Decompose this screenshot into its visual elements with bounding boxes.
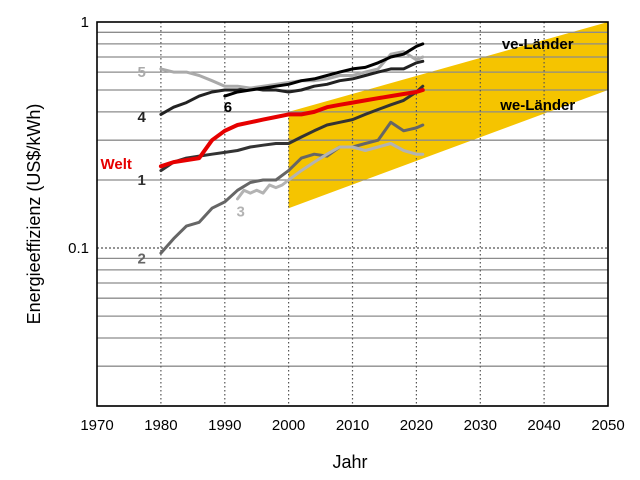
- band-label: ve-Länder: [502, 36, 574, 53]
- series-line-6: [223, 42, 425, 98]
- band-label: we-Länder: [499, 97, 575, 114]
- series-line-1: [159, 84, 425, 173]
- x-tick-label: 2030: [464, 417, 497, 434]
- series-label-1: 1: [138, 172, 146, 189]
- x-axis-title: Jahr: [332, 452, 367, 472]
- x-tick-label: 1980: [144, 417, 177, 434]
- series-layer: [158, 42, 425, 255]
- x-tick-label: 1990: [208, 417, 241, 434]
- x-tick-label: 2020: [400, 417, 433, 434]
- x-tick-label: 2040: [527, 417, 560, 434]
- x-tick-label: 2000: [272, 417, 305, 434]
- series-line-2: [159, 120, 425, 255]
- x-tick-label: 2010: [336, 417, 369, 434]
- series-line-Welt: [158, 88, 425, 169]
- y-tick-label: 0.1: [68, 240, 89, 257]
- series-label-3: 3: [237, 204, 245, 221]
- series-label-2: 2: [138, 250, 146, 267]
- band-layer: [288, 22, 608, 209]
- series-label-5: 5: [138, 64, 146, 81]
- x-tick-label: 2050: [591, 417, 624, 434]
- x-tick-label: 1970: [80, 417, 113, 434]
- y-axis-title: Energieeffizienz (US$/kWh): [24, 104, 44, 325]
- frame-layer: [96, 21, 609, 407]
- series-line-4: [159, 59, 425, 116]
- series-line-3: [236, 142, 425, 201]
- label-layer: 1970 1980 1990 2000 2010 2020 2030 2040 2050 0.1 1…: [68, 14, 625, 434]
- y-tick-label: 1: [81, 14, 89, 31]
- series-label-4: 4: [138, 109, 147, 126]
- series-label-6: 6: [224, 99, 232, 116]
- series-label-Welt: Welt: [100, 156, 131, 173]
- plot-frame: [96, 21, 609, 407]
- forecast-band: [288, 22, 608, 209]
